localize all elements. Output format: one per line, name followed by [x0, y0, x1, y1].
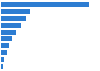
Bar	[1, 57, 4, 62]
Bar	[1, 30, 16, 35]
Bar	[1, 50, 7, 55]
Bar	[1, 2, 89, 7]
Bar	[1, 64, 2, 69]
Bar	[1, 36, 12, 41]
Bar	[1, 9, 30, 14]
Bar	[1, 16, 26, 21]
Bar	[1, 43, 9, 48]
Bar	[1, 23, 21, 28]
